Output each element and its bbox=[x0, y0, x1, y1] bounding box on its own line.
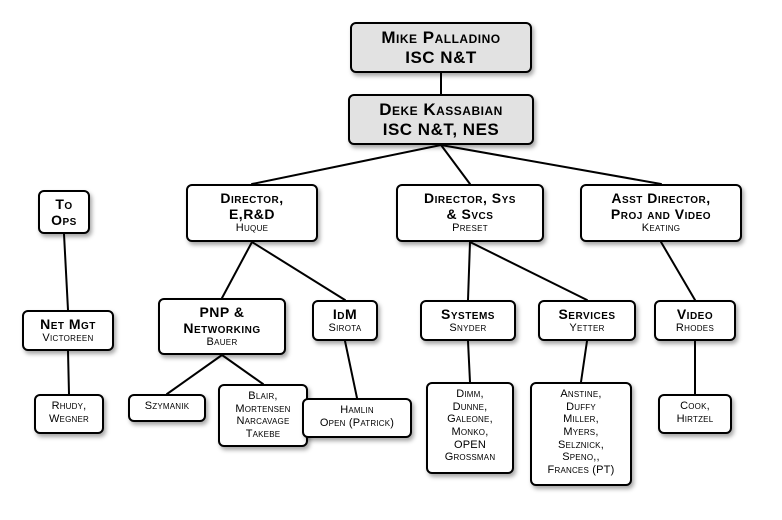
edge-netmgt-rhudy bbox=[68, 351, 69, 394]
node-subtitle: Huque bbox=[194, 222, 310, 235]
node-rhudy: Rhudy,Wegner bbox=[34, 394, 104, 434]
node-title: Systems bbox=[428, 306, 508, 322]
edge-sys-services bbox=[470, 242, 587, 300]
node-title-2: & Svcs bbox=[404, 206, 536, 222]
node-subtitle: Bauer bbox=[166, 336, 278, 349]
node-subtitle: Preset bbox=[404, 222, 536, 235]
edge-deke-sys bbox=[441, 145, 470, 184]
node-title: Asst Director, bbox=[588, 190, 734, 206]
node-title: Services bbox=[546, 306, 628, 322]
node-subtitle: Rhodes bbox=[662, 322, 728, 335]
node-leaf-line: Open (Patrick) bbox=[310, 417, 404, 430]
node-leaf-line: Dunne, bbox=[434, 401, 506, 414]
edge-deke-proj bbox=[441, 145, 661, 184]
node-leaf-line: Narcavage bbox=[226, 415, 300, 428]
edge-erd-idm bbox=[252, 242, 345, 300]
node-leaf-line: Miller, bbox=[538, 413, 624, 426]
node-subtitle: Victoreen bbox=[30, 332, 106, 345]
node-erd: Director,E,R&DHuque bbox=[186, 184, 318, 242]
node-leaf-line: Myers, bbox=[538, 426, 624, 439]
node-sys: Director, Sys& SvcsPreset bbox=[396, 184, 544, 242]
node-title: Net Mgt bbox=[30, 316, 106, 332]
node-leaf-line: Szymanik bbox=[136, 400, 198, 413]
edge-pnp-szymanik bbox=[167, 355, 222, 394]
node-leaf-line: Blair, bbox=[226, 390, 300, 403]
node-proj: Asst Director,Proj and VideoKeating bbox=[580, 184, 742, 242]
node-title: IdM bbox=[320, 306, 370, 322]
node-title: To bbox=[46, 196, 82, 212]
edge-systems-dimm bbox=[468, 341, 470, 382]
node-title-2: E,R&D bbox=[194, 206, 310, 222]
node-leaf-line: Wegner bbox=[42, 413, 96, 426]
node-subtitle: Keating bbox=[588, 222, 734, 235]
edge-proj-video bbox=[661, 242, 695, 300]
node-systems: SystemsSnyder bbox=[420, 300, 516, 341]
node-leaf-line: Takebe bbox=[226, 428, 300, 441]
node-title-2: Ops bbox=[46, 212, 82, 228]
node-subtitle: Sirota bbox=[320, 322, 370, 335]
node-idm: IdMSirota bbox=[312, 300, 378, 341]
node-title-2: Proj and Video bbox=[588, 206, 734, 222]
node-deke: Deke KassabianISC N&T, NES bbox=[348, 94, 534, 145]
node-subtitle: Snyder bbox=[428, 322, 508, 335]
node-leaf-line: Anstine, bbox=[538, 388, 624, 401]
node-toops: ToOps bbox=[38, 190, 90, 234]
node-title: Deke Kassabian bbox=[356, 100, 526, 120]
node-netmgt: Net MgtVictoreen bbox=[22, 310, 114, 351]
node-title: Mike Palladino bbox=[358, 28, 524, 48]
node-title: Director, bbox=[194, 190, 310, 206]
edge-services-anstine bbox=[581, 341, 587, 382]
node-blair: Blair,MortensenNarcavageTakebe bbox=[218, 384, 308, 447]
node-leaf-line: Monko, bbox=[434, 426, 506, 439]
node-leaf-line: Frances (PT) bbox=[538, 464, 624, 477]
node-leaf-line: Grossman bbox=[434, 451, 506, 464]
node-root: Mike PalladinoISC N&T bbox=[350, 22, 532, 73]
edge-toops-netmgt bbox=[64, 234, 68, 310]
node-leaf-line: OPEN bbox=[434, 439, 506, 452]
node-szymanik: Szymanik bbox=[128, 394, 206, 422]
node-leaf-line: Mortensen bbox=[226, 403, 300, 416]
edge-pnp-blair bbox=[222, 355, 263, 384]
node-subtitle: Yetter bbox=[546, 322, 628, 335]
edge-erd-pnp bbox=[222, 242, 252, 298]
node-title-2: ISC N&T, NES bbox=[356, 120, 526, 140]
node-leaf-line: Cook, bbox=[666, 400, 724, 413]
node-leaf-line: Galeone, bbox=[434, 413, 506, 426]
node-services: ServicesYetter bbox=[538, 300, 636, 341]
node-title: PNP & bbox=[166, 304, 278, 320]
node-dimm: Dimm,Dunne,Galeone,Monko,OPENGrossman bbox=[426, 382, 514, 474]
node-leaf-line: Selznick, bbox=[538, 439, 624, 452]
edge-deke-erd bbox=[252, 145, 441, 184]
node-title: Video bbox=[662, 306, 728, 322]
node-title-2: Networking bbox=[166, 320, 278, 336]
node-hamlin: HamlinOpen (Patrick) bbox=[302, 398, 412, 438]
node-title-2: ISC N&T bbox=[358, 48, 524, 68]
node-leaf-line: Speno,, bbox=[538, 451, 624, 464]
node-anstine: Anstine,DuffyMiller,Myers,Selznick,Speno… bbox=[530, 382, 632, 486]
node-pnp: PNP &NetworkingBauer bbox=[158, 298, 286, 355]
node-leaf-line: Duffy bbox=[538, 401, 624, 414]
edge-idm-hamlin bbox=[345, 341, 357, 398]
node-leaf-line: Rhudy, bbox=[42, 400, 96, 413]
node-cook: Cook,Hirtzel bbox=[658, 394, 732, 434]
node-leaf-line: Hamlin bbox=[310, 404, 404, 417]
edge-sys-systems bbox=[468, 242, 470, 300]
node-leaf-line: Dimm, bbox=[434, 388, 506, 401]
node-title: Director, Sys bbox=[404, 190, 536, 206]
org-chart-edges bbox=[0, 0, 782, 520]
node-video: VideoRhodes bbox=[654, 300, 736, 341]
node-leaf-line: Hirtzel bbox=[666, 413, 724, 426]
